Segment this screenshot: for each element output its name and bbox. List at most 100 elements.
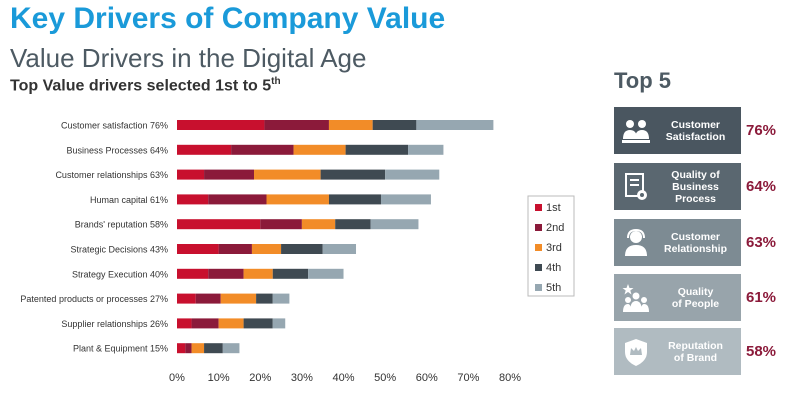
- top5-percentage: 58%: [746, 343, 777, 360]
- top5-card-label-line: of People: [671, 297, 720, 310]
- page-title: Key Drivers of Company Value: [10, 2, 446, 35]
- category-label: Brands' reputation 58%: [75, 220, 168, 230]
- bar-segment-1st: [177, 343, 186, 354]
- category-label: Customer satisfaction 76%: [61, 121, 168, 131]
- x-tick-label: 50%: [374, 372, 396, 384]
- category-label: Customer relationships 63%: [55, 170, 168, 180]
- bar-segment-2nd: [195, 293, 221, 304]
- bar-segment-1st: [177, 318, 192, 329]
- bar-segment-4th: [335, 219, 371, 230]
- bar-segment-4th: [272, 268, 309, 279]
- x-tick-label: 40%: [333, 372, 355, 384]
- bar-segment-5th: [222, 343, 240, 354]
- legend-label: 2nd: [546, 222, 564, 234]
- bar-segment-2nd: [231, 144, 294, 155]
- bar-segment-5th: [322, 244, 357, 254]
- x-tick-label: 30%: [291, 372, 313, 384]
- bar-segment-3rd: [328, 120, 373, 130]
- top5-card-label-line: Customer: [670, 118, 720, 131]
- bar-segment-5th: [308, 268, 344, 279]
- bar-segment-1st: [177, 219, 261, 230]
- bar-segment-1st: [177, 293, 196, 304]
- bar-segment-3rd: [254, 169, 321, 180]
- bar-segment-2nd: [185, 343, 192, 354]
- bar-segment-5th: [416, 120, 494, 130]
- x-tick-label: 60%: [416, 372, 438, 384]
- x-tick-label: 10%: [208, 372, 230, 384]
- bar-segment-3rd: [220, 293, 257, 304]
- top5-card-label-line: Customer: [670, 230, 720, 243]
- bar-segment-5th: [370, 219, 419, 230]
- bar-segment-1st: [177, 194, 209, 205]
- document-gear-icon: [620, 171, 652, 203]
- x-tick-label: 20%: [249, 372, 271, 384]
- top5-card-label: Quality of People: [614, 286, 741, 310]
- top5-card-label: Reputation of Brand: [614, 340, 741, 364]
- chart-title-superscript: th: [271, 76, 281, 87]
- legend-swatch: [535, 224, 542, 231]
- top5-percentage: 61%: [746, 289, 777, 306]
- top5-card: Reputation of Brand: [614, 328, 741, 375]
- legend-label: 5th: [546, 282, 561, 294]
- category-label: Human capital 61%: [90, 195, 168, 205]
- legend-swatch: [535, 244, 542, 251]
- page-subtitle: Value Drivers in the Digital Age: [10, 43, 367, 73]
- top5-card-label-line: Relationship: [663, 242, 727, 255]
- bar-segment-2nd: [191, 318, 219, 329]
- bar-segment-4th: [328, 194, 381, 205]
- bar-segment-2nd: [208, 268, 244, 279]
- legend-label: 4th: [546, 262, 561, 274]
- bar-segment-1st: [177, 244, 219, 254]
- category-label: Strategy Execution 40%: [72, 269, 168, 279]
- bar-segment-4th: [345, 144, 409, 155]
- category-label: Patented products or processes 27%: [20, 294, 168, 304]
- bar-segment-3rd: [191, 343, 205, 354]
- legend-label: 3rd: [546, 242, 562, 254]
- top5-card-label: Customer Satisfaction: [614, 119, 741, 143]
- top5-card-label-line: Satisfaction: [665, 130, 726, 143]
- top5-percentage: 63%: [746, 234, 777, 251]
- bar-segment-5th: [385, 169, 440, 180]
- top5-card: Quality of Business Process: [614, 163, 741, 210]
- bar-segment-5th: [272, 318, 286, 329]
- bar-segment-1st: [177, 144, 232, 155]
- crown-shield-icon: [620, 336, 652, 368]
- top5-percentage: 76%: [746, 122, 777, 139]
- bar-segment-2nd: [204, 169, 255, 180]
- bar-segment-2nd: [260, 219, 302, 230]
- legend-swatch: [535, 284, 542, 291]
- top5-percentage: 64%: [746, 178, 777, 195]
- bar-segment-2nd: [208, 194, 267, 205]
- bar-segment-4th: [372, 120, 417, 130]
- legend-label: 1st: [546, 202, 561, 214]
- chart-title: Top Value drivers selected 1st to 5th: [10, 76, 281, 95]
- legend-swatch: [535, 264, 542, 271]
- bar-segment-3rd: [266, 194, 329, 205]
- x-tick-label: 80%: [499, 372, 521, 384]
- bar-segment-2nd: [264, 120, 329, 130]
- top5-card-label-line: Quality: [677, 285, 714, 298]
- bar-segment-4th: [243, 318, 273, 329]
- top5-card-label-line: Reputation: [668, 339, 723, 352]
- bar-segment-5th: [272, 293, 290, 304]
- chart-title-text: Top Value drivers selected 1st to 5: [10, 77, 272, 95]
- bar-segment-5th: [380, 194, 431, 205]
- legend-swatch: [535, 204, 542, 211]
- bar-segment-3rd: [243, 268, 273, 279]
- top5-card-label: Customer Relationship: [614, 231, 741, 255]
- category-label: Plant & Equipment 15%: [73, 344, 168, 354]
- customer-support-icon: [620, 227, 652, 259]
- top5-card-label-line: Process: [675, 192, 716, 205]
- x-tick-label: 70%: [457, 372, 479, 384]
- bar-segment-3rd: [218, 318, 244, 329]
- bar-segment-5th: [408, 144, 444, 155]
- bar-segment-4th: [320, 169, 386, 180]
- bar-segment-2nd: [218, 244, 252, 254]
- people-star-icon: [620, 282, 652, 314]
- bar-segment-1st: [177, 120, 265, 130]
- bar-segment-3rd: [293, 144, 346, 155]
- bar-segment-4th: [256, 293, 273, 304]
- category-label: Supplier relationships 26%: [61, 319, 168, 329]
- top5-card-label-line: Business: [672, 180, 719, 193]
- top5-card: Customer Satisfaction: [614, 107, 741, 154]
